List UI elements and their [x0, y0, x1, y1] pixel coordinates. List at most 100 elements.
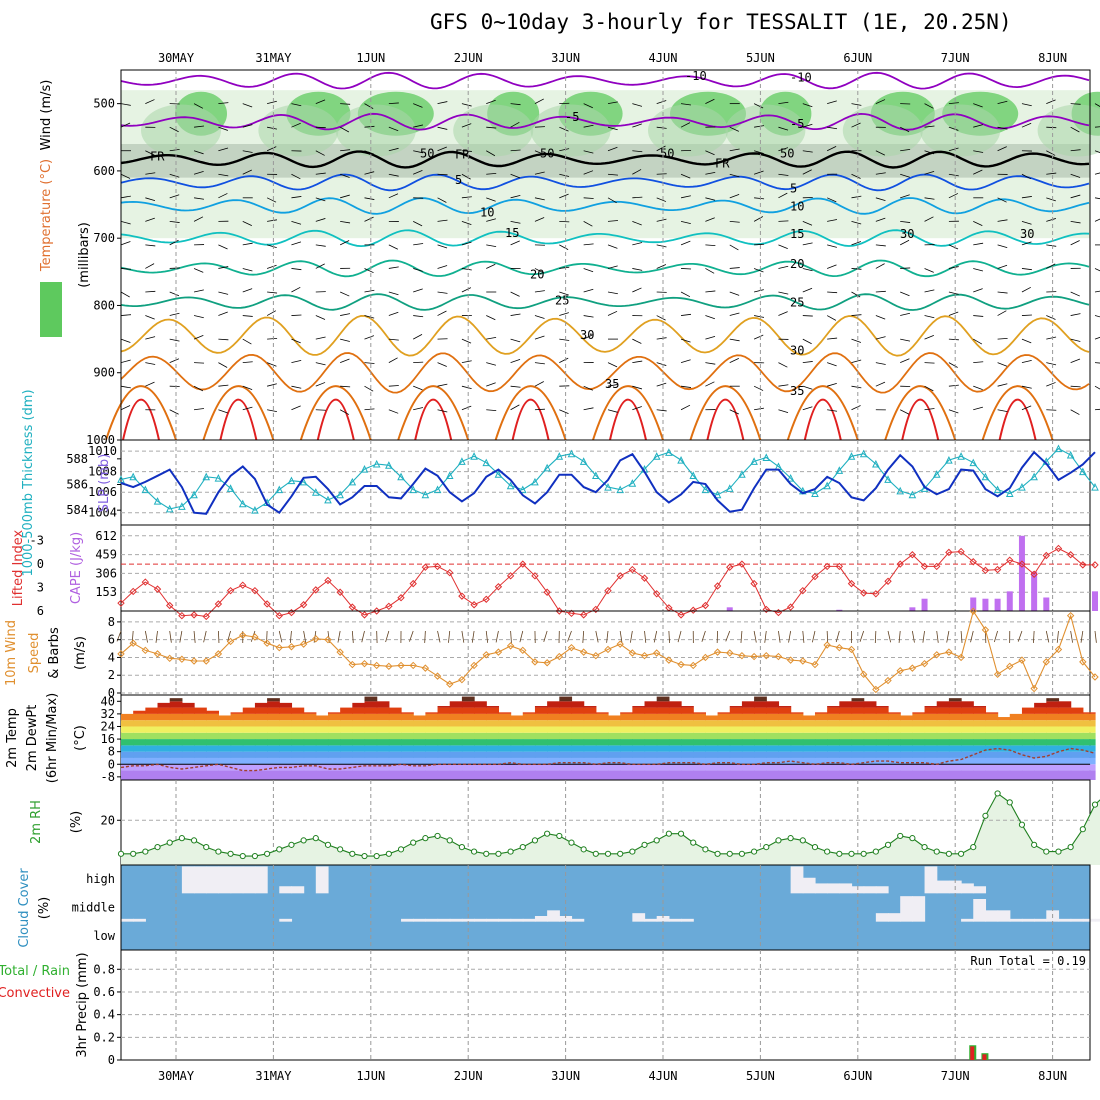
temperature-band — [194, 770, 207, 780]
wind-barb — [120, 405, 131, 411]
cloud-bar — [486, 918, 500, 922]
temp-contour — [120, 259, 1090, 278]
wind-barb — [948, 338, 959, 341]
temperature-band — [985, 764, 999, 771]
wind-barb — [1033, 630, 1035, 643]
data-point — [1042, 551, 1051, 560]
wind-barb — [827, 383, 837, 387]
wind-barb — [448, 630, 451, 643]
cape-bar — [1031, 571, 1038, 611]
temperature-band — [1082, 713, 1096, 721]
temperature-band — [121, 720, 134, 727]
temperature-band — [1046, 701, 1060, 708]
wind-barb — [875, 244, 886, 247]
data-point — [957, 850, 965, 857]
data-point — [652, 590, 661, 598]
data-point — [348, 660, 357, 669]
stability-day-grid — [175, 525, 1054, 611]
temperature-band — [388, 764, 402, 771]
temperature-band — [194, 720, 207, 727]
wind-barb — [630, 630, 633, 643]
wind-barb — [582, 630, 585, 643]
data-point — [945, 455, 953, 464]
wind-barb — [437, 244, 448, 249]
wind-barb — [1021, 122, 1032, 128]
temperature-band — [315, 732, 329, 740]
wind-barb — [924, 125, 935, 128]
day-label-top: 1JUN — [356, 51, 385, 65]
temperature-band — [437, 745, 451, 752]
cloud-bar — [510, 918, 524, 922]
data-point — [1054, 444, 1063, 453]
wind-barb — [924, 197, 935, 200]
data-point — [763, 844, 770, 851]
temperature-band — [279, 751, 293, 758]
temp-contour-label: 20 — [790, 257, 804, 271]
temperature-band — [437, 726, 451, 733]
temperature-band — [875, 770, 889, 780]
cloud-bar — [912, 896, 926, 922]
temperature-band — [206, 757, 219, 765]
temperature-band — [376, 701, 390, 708]
wind-barb — [1070, 291, 1080, 297]
wind-barb — [437, 101, 448, 105]
data-point — [311, 488, 320, 496]
temperature-band — [364, 764, 378, 771]
temperature-band — [206, 720, 219, 727]
temp-contour-label: 25 — [555, 294, 569, 308]
data-point — [226, 586, 235, 595]
day-label-bottom: 31MAY — [255, 1069, 292, 1083]
wind-barb — [218, 362, 228, 368]
temperature-band — [632, 745, 646, 752]
day-label-bottom: 2JUN — [454, 1069, 483, 1083]
temperature-band — [461, 757, 475, 765]
temperature-band — [169, 770, 183, 780]
temp-contour — [786, 385, 859, 441]
wind-barb — [1046, 126, 1057, 129]
temperature-band — [778, 751, 792, 758]
temperature-band — [218, 726, 232, 733]
temperature-band — [218, 720, 232, 727]
temperature-band — [985, 732, 999, 740]
data-point — [531, 837, 539, 844]
wind-barb — [705, 197, 716, 201]
temperature-band — [1070, 720, 1084, 727]
temperature-band — [413, 751, 426, 758]
data-point — [117, 650, 125, 658]
temperature-band — [230, 757, 244, 765]
temperature-band — [863, 720, 877, 727]
wind-barb — [875, 172, 886, 175]
wind-barb — [437, 197, 447, 203]
temperature-band — [681, 745, 694, 752]
temperature-band — [534, 720, 548, 727]
day-label-top: 6JUN — [843, 51, 872, 65]
temperature-band — [254, 720, 268, 727]
wind-barb — [680, 122, 691, 128]
wind-barb — [924, 103, 934, 109]
wind-barb — [267, 337, 278, 340]
wind-barb — [607, 197, 617, 204]
temperature-band — [401, 764, 414, 771]
cloud-level-label: high — [86, 872, 115, 886]
temperature-band — [766, 739, 780, 746]
temperature-band — [291, 745, 305, 752]
temperature-band — [790, 726, 804, 733]
wind-barb — [409, 630, 414, 642]
data-point — [409, 485, 418, 494]
temperature-band — [961, 726, 974, 733]
wind-barb — [339, 291, 350, 297]
wind-barb — [583, 268, 594, 273]
data-point — [689, 661, 697, 670]
data-point — [665, 656, 673, 664]
wind-barb — [656, 197, 667, 202]
data-point — [762, 651, 770, 660]
y-tick-label: 0.8 — [93, 962, 115, 976]
temperature-band — [1046, 770, 1060, 780]
wind-barb — [948, 362, 958, 368]
temperature-band — [754, 726, 767, 733]
wind-barb — [242, 288, 253, 293]
temperature-band — [656, 739, 670, 746]
temperature-band — [595, 751, 609, 758]
wind-barb — [1070, 240, 1080, 246]
